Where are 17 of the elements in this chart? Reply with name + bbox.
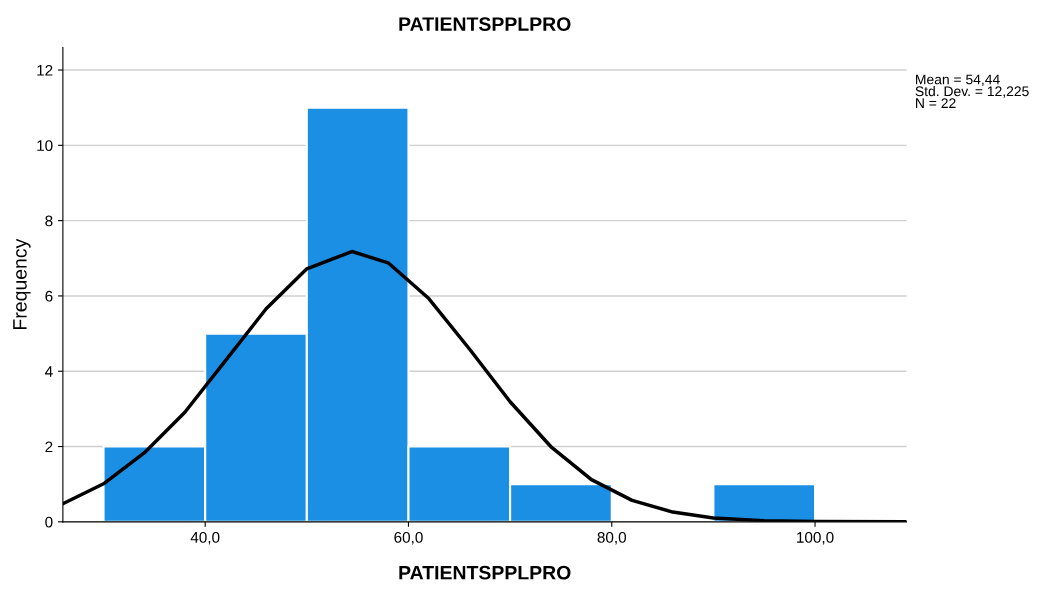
text: N = 22: [916, 98, 956, 108]
x-tick-label: 100,0: [797, 531, 834, 545]
y-axis-title: Frequency: [13, 238, 31, 329]
x-tick-label: 80,0: [597, 531, 627, 545]
text: Std. Dev. = 12,225: [915, 85, 1029, 98]
x-tick-label: 60,0: [394, 531, 423, 545]
y-tick-label: 6: [45, 290, 53, 302]
x-axis-title: PATIENTSPPLPRO: [399, 565, 571, 580]
y-tick-label: 10: [37, 140, 53, 152]
y-tick-label: 2: [45, 441, 53, 453]
text: Mean = 54,44: [916, 74, 1000, 86]
y-tick-label: 12: [37, 64, 53, 76]
chart-title: PATIENTSPPLPRO: [399, 17, 571, 31]
y-tick-label: 0: [45, 516, 53, 528]
y-tick-label: 8: [45, 215, 53, 227]
y-tick-label: 4: [45, 366, 53, 377]
x-tick-label: 40,0: [190, 531, 220, 545]
